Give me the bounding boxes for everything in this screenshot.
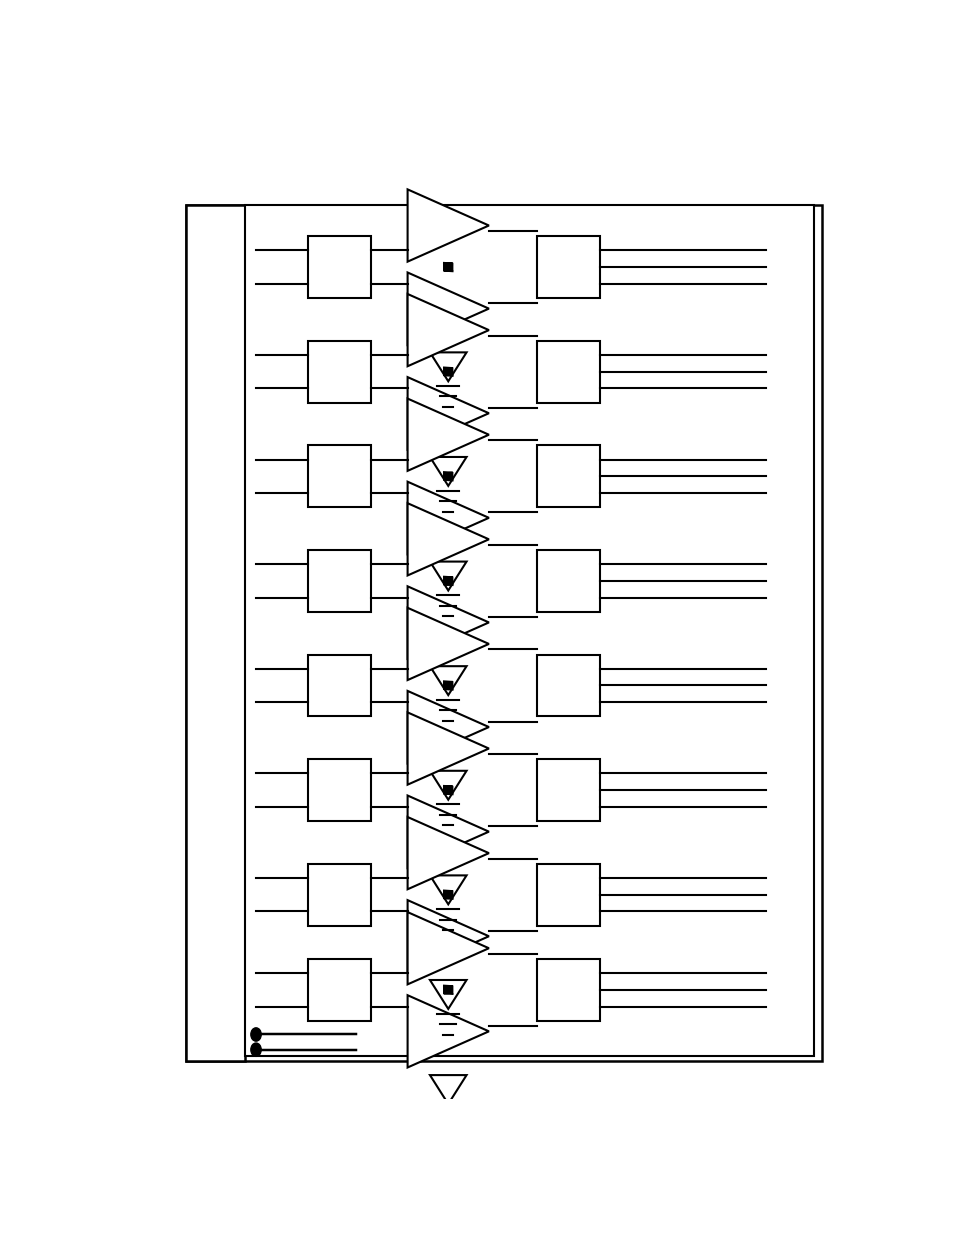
Polygon shape xyxy=(430,457,466,485)
Bar xyxy=(308,236,371,298)
Bar xyxy=(245,205,813,1056)
Polygon shape xyxy=(430,562,466,590)
Polygon shape xyxy=(407,294,488,367)
Bar xyxy=(537,550,599,611)
Polygon shape xyxy=(407,189,488,262)
Polygon shape xyxy=(407,913,488,984)
Bar xyxy=(308,760,371,821)
Bar xyxy=(537,341,599,403)
Bar xyxy=(308,958,371,1020)
Bar xyxy=(308,655,371,716)
Polygon shape xyxy=(407,608,488,680)
Polygon shape xyxy=(407,587,488,658)
Bar xyxy=(308,550,371,611)
Polygon shape xyxy=(430,666,466,695)
Polygon shape xyxy=(407,713,488,784)
Bar xyxy=(308,341,371,403)
Bar xyxy=(537,760,599,821)
Bar xyxy=(537,446,599,508)
Bar xyxy=(308,863,371,925)
Polygon shape xyxy=(407,795,488,868)
Polygon shape xyxy=(430,771,466,800)
Polygon shape xyxy=(430,1076,466,1104)
Polygon shape xyxy=(430,352,466,382)
Polygon shape xyxy=(407,690,488,763)
Bar xyxy=(308,446,371,508)
Polygon shape xyxy=(407,377,488,450)
Polygon shape xyxy=(407,900,488,972)
Bar xyxy=(537,958,599,1020)
Polygon shape xyxy=(407,399,488,471)
Circle shape xyxy=(251,1044,261,1056)
Polygon shape xyxy=(407,995,488,1067)
Bar xyxy=(537,655,599,716)
Bar xyxy=(537,236,599,298)
Bar xyxy=(186,205,821,1061)
Polygon shape xyxy=(407,503,488,576)
Bar xyxy=(537,863,599,925)
Polygon shape xyxy=(407,482,488,555)
Bar xyxy=(186,205,245,1061)
Polygon shape xyxy=(407,273,488,345)
Polygon shape xyxy=(407,818,488,889)
Polygon shape xyxy=(430,981,466,1009)
Polygon shape xyxy=(430,876,466,904)
Circle shape xyxy=(251,1028,261,1041)
